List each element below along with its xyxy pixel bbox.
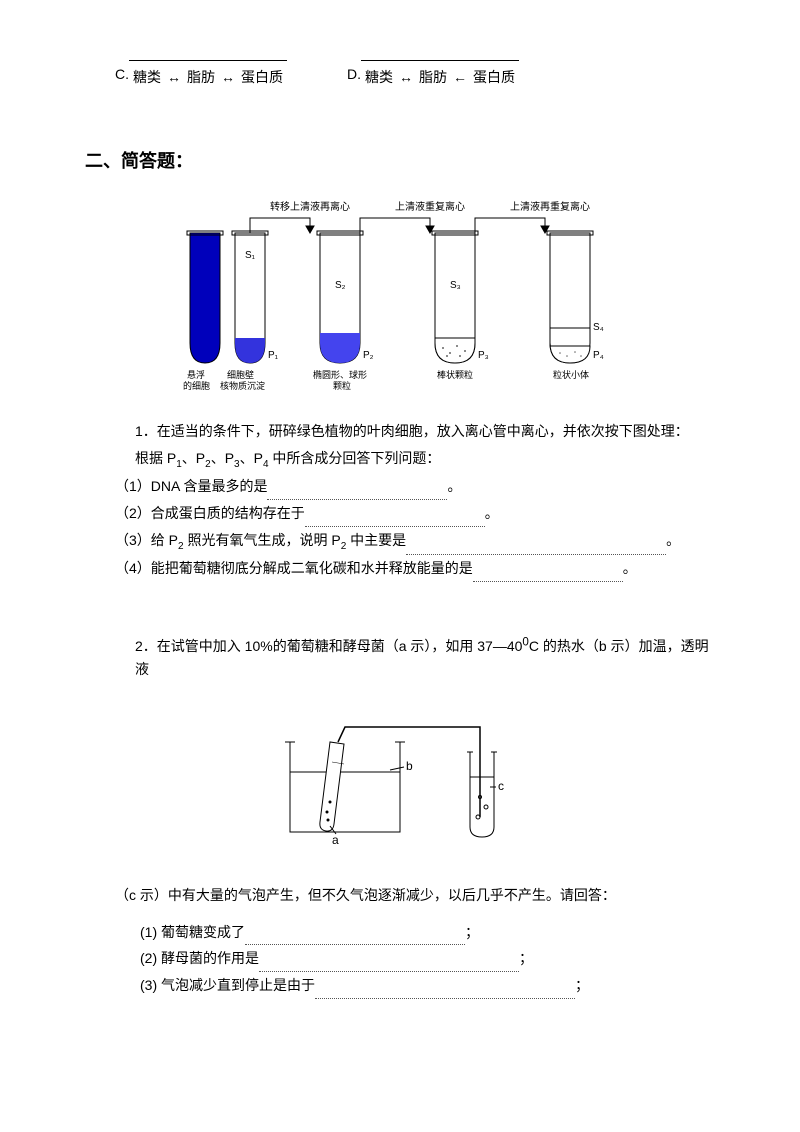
tube3-label: 椭圆形、球形 — [313, 369, 367, 380]
q1-b: （2）合成蛋白质的结构存在于。 — [115, 500, 715, 527]
blank[interactable] — [473, 567, 623, 582]
q2-c: (3) 气泡减少直到停止是由于； — [140, 972, 715, 999]
q1-a: （1）DNA 含量最多的是。 — [115, 473, 715, 500]
beaker-diagram: a b c — [85, 702, 715, 852]
tube2-label2: 核物质沉淀 — [220, 380, 265, 391]
tube1-label2: 的细胞 — [183, 380, 210, 391]
tube3-label2: 颗粒 — [333, 380, 351, 391]
question-1: 1．在适当的条件下，研碎绿色植物的叶肉细胞，放入离心管中离心，并依次按下图处理：… — [135, 418, 715, 473]
option-c: C. 糖类 ↔ 脂肪 ↔ 蛋白质 — [115, 60, 287, 87]
term: 脂肪 — [183, 67, 219, 87]
tube-4 — [432, 231, 478, 363]
tube1-label: 悬浮 — [187, 369, 205, 380]
blank[interactable] — [245, 930, 465, 945]
tube-5 — [547, 231, 593, 363]
s4-label: S₄ — [593, 322, 604, 333]
q1-intro: 1．在适当的条件下，研碎绿色植物的叶肉细胞，放入离心管中离心，并依次按下图处理： — [135, 418, 715, 445]
s1-label: S₁ — [245, 250, 256, 261]
term: 糖类 — [361, 67, 397, 87]
double-arrow-icon: ↔ — [397, 69, 415, 85]
double-arrow-icon: ↔ — [165, 69, 183, 85]
option-d: D. 糖类 ↔ 脂肪 ← 蛋白质 — [347, 60, 519, 87]
q2-parts: (1) 葡萄糖变成了； (2) 酵母菌的作用是； (3) 气泡减少直到停止是由于… — [140, 919, 715, 999]
tube5-label: 粒状小体 — [553, 369, 589, 380]
q1-c: （3）给 P2 照光有氧气生成，说明 P2 中主要是。 — [115, 527, 715, 556]
q1-parts: （1）DNA 含量最多的是。 （2）合成蛋白质的结构存在于。 （3）给 P2 照… — [115, 473, 715, 582]
term: 蛋白质 — [237, 67, 287, 87]
tube2-label: 细胞壁 — [227, 369, 254, 380]
q1-d: （4）能把葡萄糖彻底分解成二氧化碳和水并释放能量的是。 — [115, 555, 715, 582]
q2-a: (1) 葡萄糖变成了； — [140, 919, 715, 946]
term: 糖类 — [129, 67, 165, 87]
section-heading: 二、简答题： — [85, 147, 715, 173]
tube4-label: 棒状颗粒 — [437, 369, 473, 380]
collection-tube — [467, 752, 497, 837]
blank[interactable] — [315, 984, 575, 999]
transfer-label-3: 上清液再重复离心 — [510, 200, 590, 213]
blank[interactable] — [259, 957, 519, 972]
options-row: C. 糖类 ↔ 脂肪 ↔ 蛋白质 D. 糖类 ↔ 脂肪 ← 蛋白质 — [115, 60, 715, 87]
s3-label: S₃ — [450, 280, 461, 291]
transfer-arrows — [250, 218, 549, 233]
option-c-box: 糖类 ↔ 脂肪 ↔ 蛋白质 — [129, 60, 287, 87]
p2-label: P₂ — [363, 350, 374, 361]
centrifuge-diagram: 转移上清液再离心 上清液重复离心 上清液再重复离心 悬浮 的细胞 S₁ P₁ 细… — [85, 198, 715, 398]
option-c-label: C. — [115, 66, 129, 82]
label-b: b — [406, 759, 413, 773]
q2-text: 2．在试管中加入 10%的葡萄糖和酵母菌（a 示），如用 37—400C 的热水… — [135, 638, 709, 678]
p3-label: P₃ — [478, 350, 489, 361]
beaker-svg: a b c — [260, 702, 540, 852]
q1-sub-intro: 根据 P1、P2、P3、P4 中所含成分回答下列问题： — [135, 445, 715, 474]
blank[interactable] — [305, 512, 485, 527]
q2-followup: （c 示）中有大量的气泡产生，但不久气泡逐渐减少，以后几乎不产生。请回答： — [115, 882, 715, 909]
p4-label: P₄ — [593, 350, 604, 361]
p1-label: P₁ — [268, 350, 279, 361]
s2-label: S₂ — [335, 280, 346, 291]
term: 蛋白质 — [469, 67, 519, 87]
label-a: a — [332, 833, 339, 847]
transfer-label-1: 转移上清液再离心 — [270, 200, 350, 213]
option-d-box: 糖类 ↔ 脂肪 ← 蛋白质 — [361, 60, 519, 87]
q2-b: (2) 酵母菌的作用是； — [140, 945, 715, 972]
inner-tube — [320, 742, 344, 831]
blank[interactable] — [267, 485, 447, 500]
centrifuge-svg: 转移上清液再离心 上清液重复离心 上清液再重复离心 悬浮 的细胞 S₁ P₁ 细… — [165, 198, 635, 398]
transfer-label-2: 上清液重复离心 — [395, 200, 465, 213]
blank[interactable] — [406, 540, 666, 555]
double-arrow-icon: ↔ — [219, 69, 237, 85]
question-2: 2．在试管中加入 10%的葡萄糖和酵母菌（a 示），如用 37—400C 的热水… — [135, 632, 715, 682]
left-arrow-icon: ← — [451, 69, 469, 85]
tube-1 — [187, 231, 223, 363]
label-c: c — [498, 779, 504, 793]
option-d-label: D. — [347, 66, 361, 82]
beaker — [285, 742, 405, 832]
term: 脂肪 — [415, 67, 451, 87]
tube-3 — [317, 231, 363, 363]
